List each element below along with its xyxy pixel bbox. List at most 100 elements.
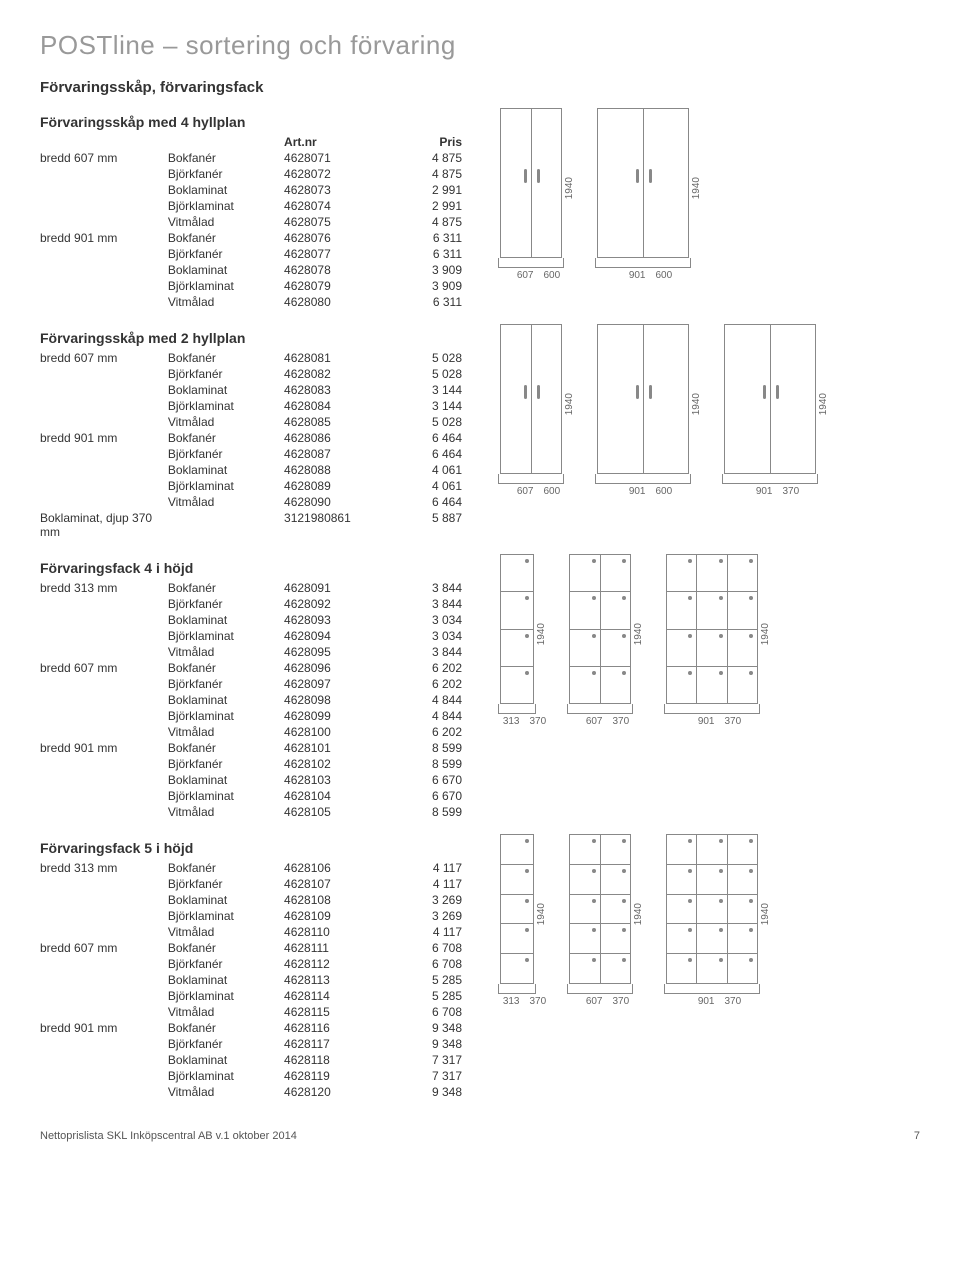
table-row: bredd 607 mmBokfanér46281116 708	[40, 940, 470, 956]
cabinet-diagram: 1940313370	[500, 834, 549, 1007]
cell-price: 3 144	[400, 398, 470, 414]
cell-size	[40, 182, 168, 198]
cell-mat: Boklaminat	[168, 182, 284, 198]
cell-size: bredd 901 mm	[40, 430, 168, 446]
cell-mat: Bokfanér	[168, 430, 284, 446]
cell-size	[40, 972, 168, 988]
dimension-height: 1940	[534, 623, 549, 645]
dimension-depth: 370	[530, 716, 547, 727]
cell-art: 4628089	[284, 478, 400, 494]
cell-art: 4628113	[284, 972, 400, 988]
cabinet-diagram: 1940901600	[597, 324, 704, 497]
cabinet-diagram: 1940313370	[500, 554, 549, 727]
dimension-width: 901	[698, 716, 715, 727]
cell-price: 5 285	[400, 972, 470, 988]
cell-size	[40, 924, 168, 940]
cell-mat: Björkfanér	[168, 366, 284, 382]
dimension-height: 1940	[816, 393, 831, 415]
cell-mat: Björkfanér	[168, 596, 284, 612]
cell-art: 4628080	[284, 294, 400, 310]
cell-size	[40, 644, 168, 660]
table-row: Vitmålad46281058 599	[40, 804, 470, 820]
cell-art: 4628109	[284, 908, 400, 924]
column-header-size	[40, 134, 168, 150]
dimension-width: 901	[629, 270, 646, 281]
cell-art: 4628096	[284, 660, 400, 676]
table-row: Björklaminat46280994 844	[40, 708, 470, 724]
table-row: Björkfanér46281074 117	[40, 876, 470, 892]
table-row: bredd 313 mmBokfanér46281064 117	[40, 860, 470, 876]
page-title: POSTline – sortering och förvaring	[40, 30, 920, 61]
table-row: Björklaminat46280894 061	[40, 478, 470, 494]
cell-size	[40, 494, 168, 510]
cell-size	[40, 198, 168, 214]
table-row: Björklaminat46281093 269	[40, 908, 470, 924]
dimension-depth: 600	[656, 486, 673, 497]
cell-price: 5 887	[400, 510, 470, 540]
cell-price: 6 708	[400, 956, 470, 972]
cell-size: bredd 607 mm	[40, 350, 168, 366]
cell-art: 4628093	[284, 612, 400, 628]
cell-mat: Vitmålad	[168, 644, 284, 660]
table-row: bredd 607 mmBokfanér46280815 028	[40, 350, 470, 366]
cabinet-diagram: 1940901370	[666, 554, 773, 727]
dimension-depth: 370	[783, 486, 800, 497]
cell-price: 4 117	[400, 924, 470, 940]
table-row: Björkfanér46280776 311	[40, 246, 470, 262]
table-row: Boklaminat46280984 844	[40, 692, 470, 708]
table-row: Boklaminat46281083 269	[40, 892, 470, 908]
cell-size	[40, 612, 168, 628]
cell-price: 6 708	[400, 1004, 470, 1020]
dimension-height: 1940	[631, 623, 646, 645]
diagram-group: 194060760019409016001940901370	[500, 320, 920, 497]
cell-art: 4628090	[284, 494, 400, 510]
cell-price: 3 269	[400, 892, 470, 908]
diagram-group: 19406076001940901600	[500, 104, 920, 281]
cell-mat: Bokfanér	[168, 660, 284, 676]
dimension-height: 1940	[758, 623, 773, 645]
table-row: Björkfanér46281126 708	[40, 956, 470, 972]
table-row: Vitmålad46280953 844	[40, 644, 470, 660]
cell-art: 4628091	[284, 580, 400, 596]
dimension-depth: 370	[613, 996, 630, 1007]
intro-subtitle: Förvaringsskåp, förvaringsfack	[40, 79, 920, 96]
cell-price: 3 909	[400, 278, 470, 294]
cell-art: 4628072	[284, 166, 400, 182]
table-row: Boklaminat46280933 034	[40, 612, 470, 628]
cell-price: 3 034	[400, 628, 470, 644]
cabinet-diagram: 1940901600	[597, 108, 704, 281]
cell-mat: Björkfanér	[168, 246, 284, 262]
cell-price: 6 464	[400, 430, 470, 446]
cell-mat: Vitmålad	[168, 924, 284, 940]
cabinet-diagram: 1940607600	[500, 324, 577, 497]
cell-size	[40, 382, 168, 398]
cell-size	[40, 462, 168, 478]
cell-price: 4 844	[400, 708, 470, 724]
cell-art: 4628101	[284, 740, 400, 756]
cell-price: 4 061	[400, 478, 470, 494]
cell-price: 3 844	[400, 644, 470, 660]
cell-mat: Boklaminat	[168, 382, 284, 398]
cell-price: 6 311	[400, 230, 470, 246]
cell-price: 5 028	[400, 414, 470, 430]
cell-price: 9 348	[400, 1020, 470, 1036]
cell-size	[40, 628, 168, 644]
cell-size	[40, 756, 168, 772]
cell-size	[40, 1036, 168, 1052]
cell-price: 3 844	[400, 596, 470, 612]
table-row: Björkfanér46280976 202	[40, 676, 470, 692]
price-table: bredd 607 mmBokfanér46280815 028Björkfan…	[40, 350, 470, 540]
dimension-height: 1940	[562, 177, 577, 199]
table-row: bredd 607 mmBokfanér46280714 875	[40, 150, 470, 166]
cell-size	[40, 414, 168, 430]
table-row: Boklaminat46281187 317	[40, 1052, 470, 1068]
cell-price: 8 599	[400, 740, 470, 756]
dimension-height: 1940	[689, 393, 704, 415]
cell-mat: Boklaminat	[168, 892, 284, 908]
cell-mat: Björkfanér	[168, 676, 284, 692]
table-row: Björkfanér46280876 464	[40, 446, 470, 462]
table-row: Björklaminat46281197 317	[40, 1068, 470, 1084]
cell-size	[40, 166, 168, 182]
dimension-height: 1940	[758, 903, 773, 925]
dimension-height: 1940	[631, 903, 646, 925]
